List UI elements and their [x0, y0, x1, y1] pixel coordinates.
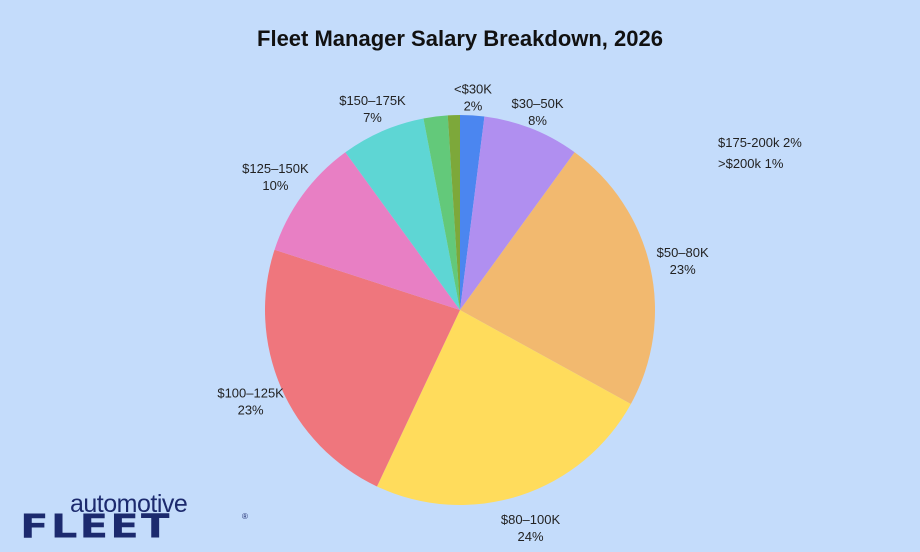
pie-slice	[376, 310, 631, 505]
slice-label-percent: 8%	[528, 113, 547, 128]
slice-label-percent: 23%	[670, 262, 696, 277]
side-note-over-200k: >$200k 1%	[718, 156, 784, 171]
side-note-175-200k: $175-200k 2%	[718, 135, 802, 150]
slice-label-percent: 7%	[363, 110, 382, 125]
slice-label-name: <$30K	[454, 82, 492, 97]
pie-slice	[460, 152, 655, 404]
slice-label-name: $125–150K	[242, 161, 309, 176]
slice-label-name: $80–100K	[501, 512, 561, 527]
slice-label-percent: 24%	[517, 529, 543, 544]
pie-slice	[460, 115, 485, 310]
slice-label-name: $150–175K	[339, 93, 406, 108]
slice-label-percent: 2%	[464, 99, 483, 114]
pie-slice	[265, 249, 460, 487]
logo-fleet-text: FLEET	[20, 507, 172, 546]
slice-label-name: $100–125K	[217, 386, 284, 401]
pie-slice	[447, 115, 460, 310]
pie-slice	[274, 152, 460, 310]
automotive-fleet-logo: automotive FLEET ®	[20, 490, 250, 546]
pie-slice	[460, 116, 575, 311]
logo-registered-mark: ®	[242, 512, 248, 521]
pie-slice	[423, 115, 460, 310]
chart-title: Fleet Manager Salary Breakdown, 2026	[257, 26, 663, 51]
slice-label-percent: 23%	[238, 403, 264, 418]
slice-label-percent: 10%	[262, 178, 288, 193]
slice-label-name: $50–80K	[657, 245, 709, 260]
pie-slice	[345, 118, 460, 311]
logo-automotive-text: automotive	[70, 490, 188, 518]
slice-label-name: $30–50K	[511, 96, 563, 111]
